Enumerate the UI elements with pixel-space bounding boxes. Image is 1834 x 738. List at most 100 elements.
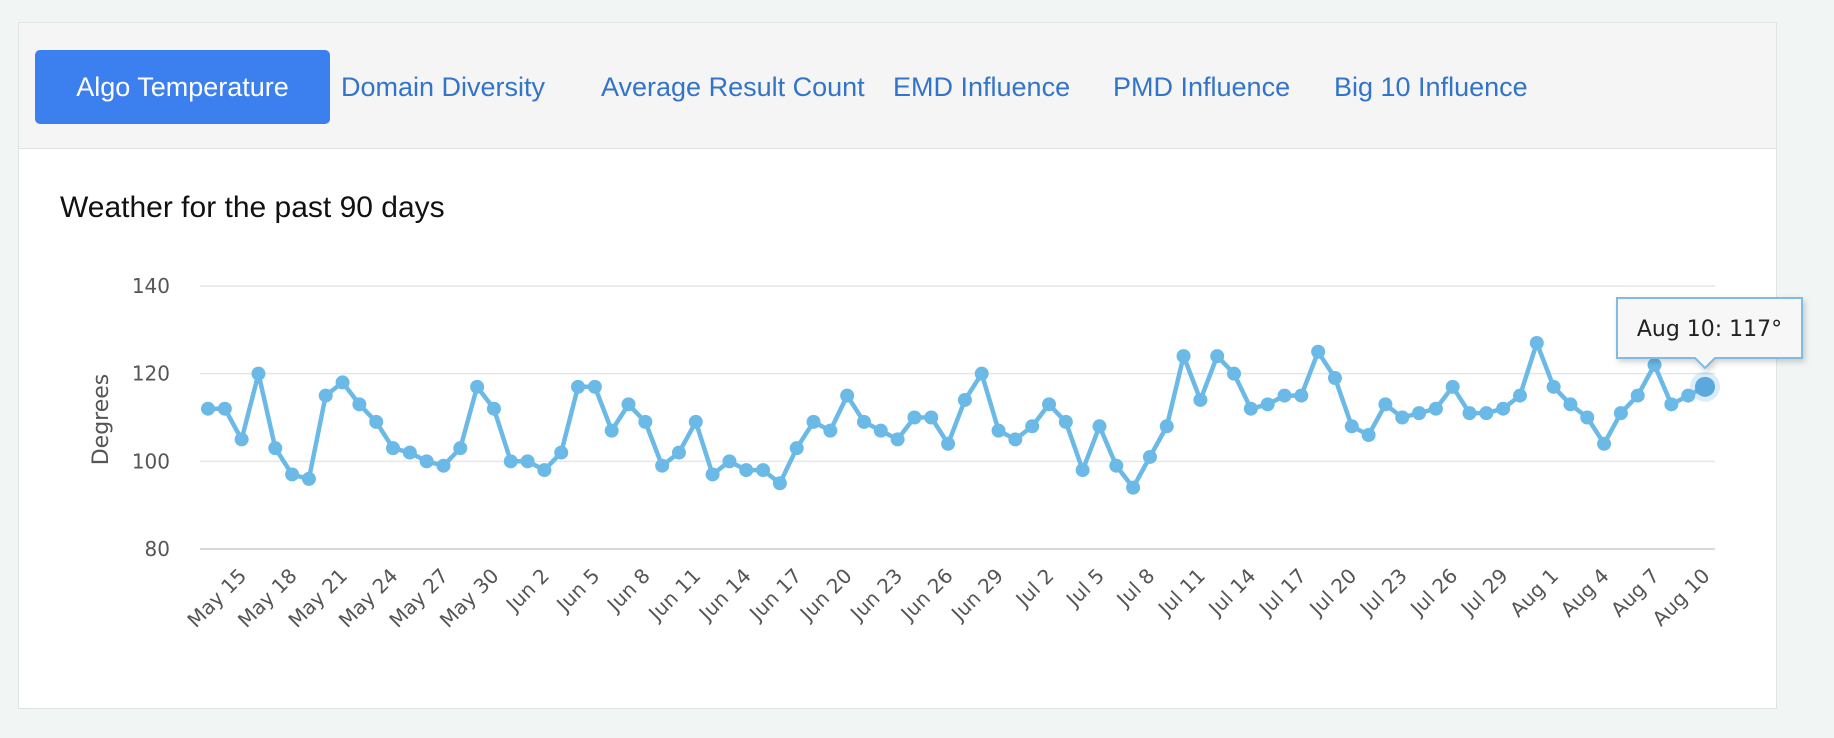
data-point[interactable] xyxy=(386,441,401,456)
data-point[interactable] xyxy=(335,375,350,390)
data-point[interactable] xyxy=(1361,428,1376,443)
data-point[interactable] xyxy=(217,401,232,416)
data-point[interactable] xyxy=(503,454,518,469)
data-point[interactable] xyxy=(806,414,821,429)
data-point[interactable] xyxy=(1227,366,1242,381)
data-point[interactable] xyxy=(1496,401,1511,416)
data-point[interactable] xyxy=(1695,376,1715,397)
data-point[interactable] xyxy=(1092,419,1107,434)
chart-card: Algo Temperature Domain Diversity Averag… xyxy=(18,22,1777,709)
tab-big-10-influence[interactable]: Big 10 Influence xyxy=(1334,72,1528,102)
data-point[interactable] xyxy=(1243,401,1258,416)
data-point[interactable] xyxy=(520,454,535,469)
data-point[interactable] xyxy=(234,432,249,447)
data-point[interactable] xyxy=(1462,406,1477,421)
data-point[interactable] xyxy=(789,441,804,456)
tab-algo-temperature[interactable]: Algo Temperature xyxy=(35,50,330,124)
x-tick-label: Jul 11 xyxy=(1152,564,1210,622)
tab-average-result-count[interactable]: Average Result Count xyxy=(601,72,865,102)
tab-pmd-influence[interactable]: PMD Influence xyxy=(1113,72,1291,102)
data-point[interactable] xyxy=(1344,419,1359,434)
data-point[interactable] xyxy=(301,471,316,486)
data-point[interactable] xyxy=(823,423,838,438)
data-point[interactable] xyxy=(688,414,703,429)
data-point[interactable] xyxy=(1142,449,1157,464)
data-point[interactable] xyxy=(638,414,653,429)
data-point[interactable] xyxy=(1597,436,1612,451)
data-point[interactable] xyxy=(285,467,300,482)
data-point[interactable] xyxy=(251,366,266,381)
data-point[interactable] xyxy=(991,423,1006,438)
tab-emd-influence[interactable]: EMD Influence xyxy=(893,72,1071,102)
data-point[interactable] xyxy=(453,441,468,456)
data-point[interactable] xyxy=(1294,388,1309,403)
data-point[interactable] xyxy=(419,454,434,469)
data-point[interactable] xyxy=(1563,397,1578,412)
data-point[interactable] xyxy=(756,463,771,478)
data-point[interactable] xyxy=(1445,379,1460,394)
data-point[interactable] xyxy=(352,397,367,412)
data-point[interactable] xyxy=(1580,410,1595,425)
data-point[interactable] xyxy=(1109,458,1124,473)
data-point[interactable] xyxy=(907,410,922,425)
data-point[interactable] xyxy=(924,410,939,425)
data-point[interactable] xyxy=(655,458,670,473)
data-point[interactable] xyxy=(1311,344,1326,359)
data-point[interactable] xyxy=(722,454,737,469)
data-point[interactable] xyxy=(772,476,787,491)
data-point[interactable] xyxy=(840,388,855,403)
data-point[interactable] xyxy=(201,401,215,416)
data-point[interactable] xyxy=(436,458,451,473)
data-point[interactable] xyxy=(318,388,333,403)
data-point[interactable] xyxy=(268,441,283,456)
data-point[interactable] xyxy=(1008,432,1023,447)
data-point[interactable] xyxy=(1681,388,1696,403)
data-point[interactable] xyxy=(1058,414,1073,429)
data-point[interactable] xyxy=(1126,480,1141,495)
data-point[interactable] xyxy=(587,379,602,394)
y-tick-label: 100 xyxy=(132,449,170,473)
data-point[interactable] xyxy=(1512,388,1527,403)
data-point[interactable] xyxy=(621,397,636,412)
data-point[interactable] xyxy=(537,463,552,478)
data-point[interactable] xyxy=(1260,397,1275,412)
data-point[interactable] xyxy=(554,445,569,460)
data-point[interactable] xyxy=(705,467,720,482)
data-point[interactable] xyxy=(1647,357,1662,372)
data-point[interactable] xyxy=(739,463,754,478)
data-point[interactable] xyxy=(1025,419,1040,434)
data-point[interactable] xyxy=(957,392,972,407)
data-point[interactable] xyxy=(1412,406,1427,421)
data-point[interactable] xyxy=(1546,379,1561,394)
x-tick-label: Jun 11 xyxy=(642,564,705,627)
data-point[interactable] xyxy=(1428,401,1443,416)
data-point[interactable] xyxy=(1479,406,1494,421)
data-point[interactable] xyxy=(1176,349,1191,364)
data-point[interactable] xyxy=(470,379,485,394)
data-point[interactable] xyxy=(1042,397,1057,412)
data-point[interactable] xyxy=(1378,397,1393,412)
data-point[interactable] xyxy=(1395,410,1410,425)
data-point[interactable] xyxy=(873,423,888,438)
data-point[interactable] xyxy=(1277,388,1292,403)
data-point[interactable] xyxy=(974,366,989,381)
data-point[interactable] xyxy=(671,445,686,460)
data-point[interactable] xyxy=(1529,335,1544,350)
data-point[interactable] xyxy=(369,414,384,429)
data-point[interactable] xyxy=(402,445,417,460)
data-point[interactable] xyxy=(1327,371,1342,386)
data-point[interactable] xyxy=(890,432,905,447)
data-point[interactable] xyxy=(486,401,501,416)
data-point[interactable] xyxy=(1193,392,1208,407)
data-point[interactable] xyxy=(1159,419,1174,434)
data-point[interactable] xyxy=(1630,388,1645,403)
data-point[interactable] xyxy=(1613,406,1628,421)
data-point[interactable] xyxy=(1075,463,1090,478)
data-point[interactable] xyxy=(571,379,586,394)
data-point[interactable] xyxy=(941,436,956,451)
tab-domain-diversity[interactable]: Domain Diversity xyxy=(341,72,546,102)
data-point[interactable] xyxy=(1210,349,1225,364)
data-point[interactable] xyxy=(1664,397,1679,412)
data-point[interactable] xyxy=(604,423,619,438)
data-point[interactable] xyxy=(856,414,871,429)
